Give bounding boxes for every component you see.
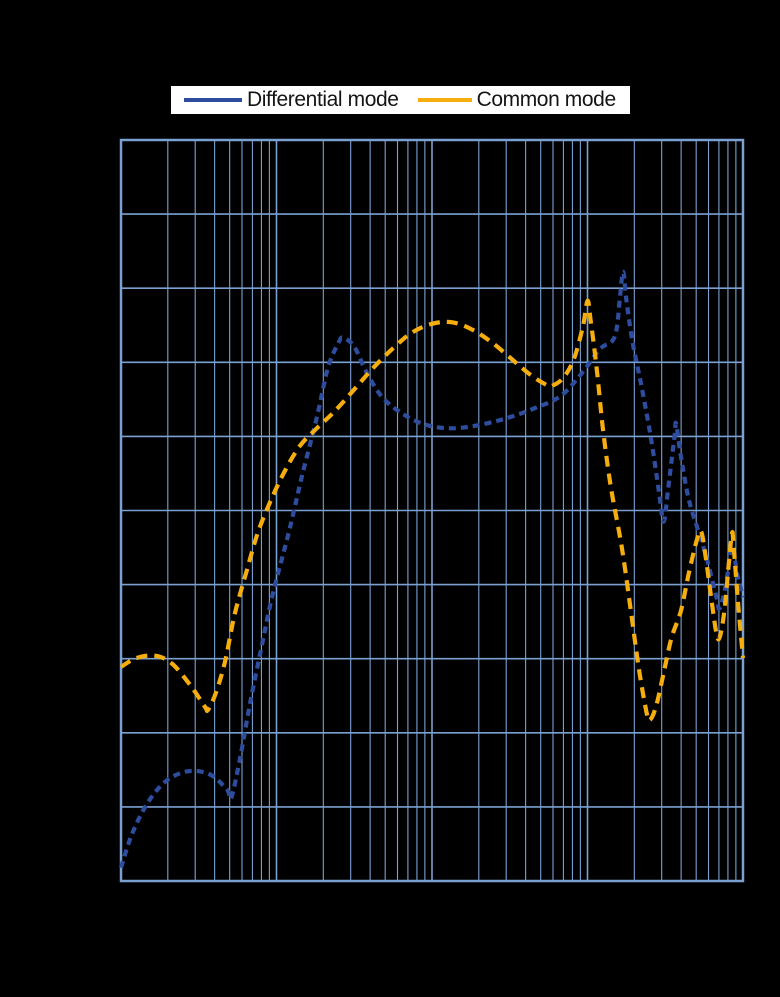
common-mode-curve bbox=[119, 298, 746, 723]
legend-label-common-mode: Common mode bbox=[476, 88, 617, 111]
differential-dash-icon bbox=[184, 98, 242, 102]
common-dash-icon bbox=[417, 98, 472, 102]
plot-frame bbox=[119, 138, 745, 883]
legend-label-differential-mode: Differential mode bbox=[247, 88, 399, 111]
differential-mode-curve bbox=[118, 269, 746, 869]
legend: Differential mode Common mode bbox=[171, 86, 630, 114]
legend-item-differential-mode: Differential mode bbox=[182, 86, 399, 114]
legend-item-common-mode: Common mode bbox=[416, 86, 616, 114]
